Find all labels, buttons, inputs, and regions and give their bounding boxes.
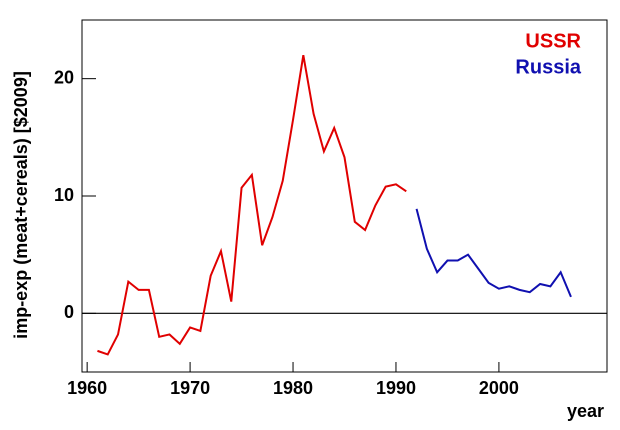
x-tick-label: 1970 xyxy=(170,378,210,398)
x-axis-label: year xyxy=(567,401,604,421)
legend-entry: Russia xyxy=(515,56,581,78)
y-tick-label: 10 xyxy=(54,185,74,205)
x-tick-label: 1990 xyxy=(376,378,416,398)
x-tick-label: 1980 xyxy=(273,378,313,398)
x-tick-label: 2000 xyxy=(479,378,519,398)
data-line xyxy=(415,208,572,298)
data-line xyxy=(97,55,407,356)
legend-entry: USSR xyxy=(525,30,581,52)
y-tick-label: 0 xyxy=(64,302,74,322)
x-tick-label: 1960 xyxy=(67,378,107,398)
y-axis-label: imp-exp (meat+cereals) [$2009] xyxy=(11,71,31,339)
y-tick-label: 20 xyxy=(54,67,74,87)
